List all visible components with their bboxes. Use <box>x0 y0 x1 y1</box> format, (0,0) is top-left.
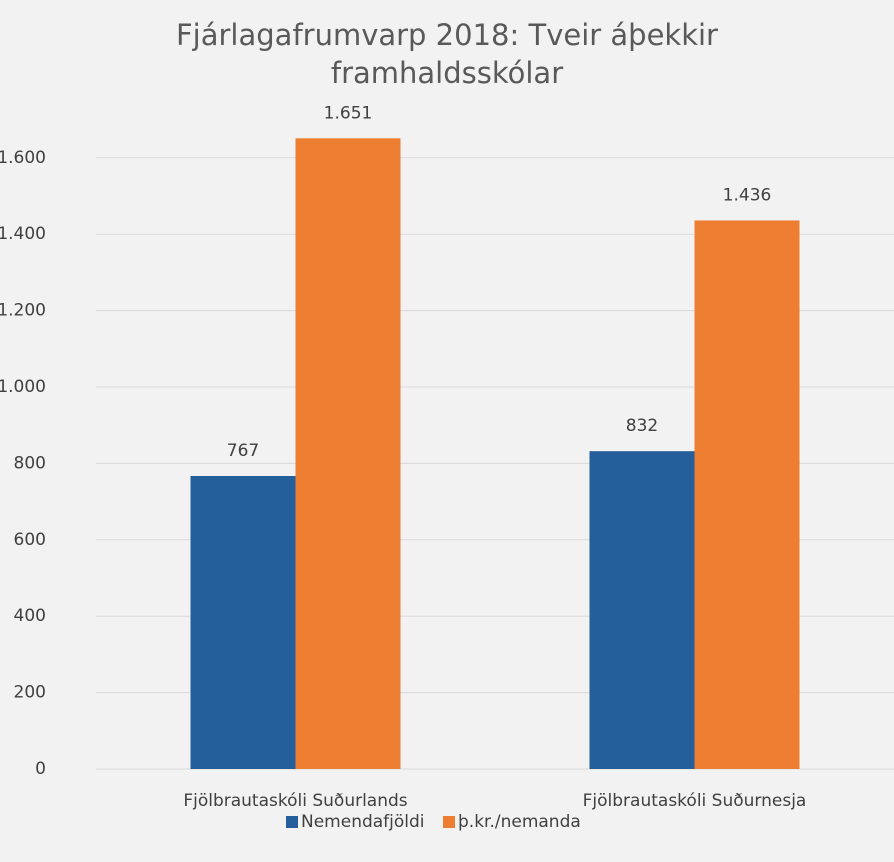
y-tick-label: 1.600 <box>0 148 46 168</box>
y-tick-label: 1.000 <box>0 377 46 397</box>
data-label: 1.651 <box>324 103 373 123</box>
y-tick-label: 400 <box>14 606 46 626</box>
data-label: 1.436 <box>723 185 772 205</box>
y-tick-label: 200 <box>14 683 46 703</box>
bar <box>589 451 695 769</box>
chart-title: Fjárlagafrumvarp 2018: Tveir áþekkir fra… <box>176 18 718 90</box>
x-tick-label: Fjölbrautaskóli Suðurlands <box>183 791 407 811</box>
bar <box>295 138 401 769</box>
y-tick-label: 1.400 <box>0 224 46 244</box>
legend-label: þ.kr./nemanda <box>458 812 581 832</box>
data-label: 832 <box>626 416 658 436</box>
legend-swatch <box>286 816 298 828</box>
y-tick-label: 600 <box>14 530 46 550</box>
legend-swatch <box>443 816 455 828</box>
legend-label: Nemendafjöldi <box>301 812 425 832</box>
y-tick-label: 0 <box>35 759 46 779</box>
data-label: 767 <box>227 441 259 461</box>
bar <box>694 220 800 769</box>
y-tick-label: 800 <box>14 453 46 473</box>
x-tick-label: Fjölbrautaskóli Suðurnesja <box>583 791 807 811</box>
bar <box>190 476 296 769</box>
y-tick-label: 1.200 <box>0 301 46 321</box>
